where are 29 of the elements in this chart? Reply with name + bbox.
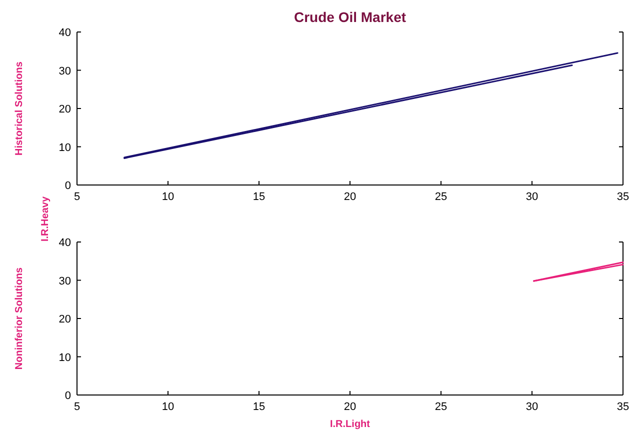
y-tick-label: 30: [58, 275, 71, 288]
x-tick-label: 25: [434, 401, 448, 413]
y-tick-label: 40: [58, 237, 71, 249]
x-tick-label: 25: [434, 191, 448, 203]
x-tick-label: 15: [252, 191, 266, 203]
y-tick-label: 20: [58, 314, 71, 326]
x-tick-label: 5: [74, 191, 80, 203]
y-tick-label: 0: [64, 180, 71, 192]
x-tick-label: 5: [74, 401, 80, 413]
x-tick-label: 20: [344, 401, 356, 413]
x-tick-label: 35: [616, 191, 630, 203]
text: I.R.Heavy: [40, 196, 51, 242]
x-tick-label: 15: [252, 401, 266, 413]
x-tick-label: 35: [616, 401, 630, 413]
y-axis-title: Noninferior Solutions: [14, 266, 25, 370]
y-tick-label: 40: [58, 27, 71, 39]
y-tick-label: 20: [58, 104, 71, 116]
y-tick-label: 10: [58, 352, 71, 364]
y-tick-label: 10: [58, 142, 71, 154]
x-tick-label: 10: [162, 401, 174, 413]
x-tick-label: 30: [526, 401, 538, 413]
chart-title: Crude Oil Market: [294, 9, 406, 25]
x-axis-title: I.R.Light: [330, 419, 371, 430]
x-tick-label: 20: [344, 191, 356, 203]
x-tick-label: 10: [162, 191, 174, 203]
y-tick-label: 0: [64, 390, 71, 402]
y-tick-label: 30: [58, 65, 71, 78]
x-tick-label: 30: [526, 191, 538, 203]
y-axis-title: Historical Solutions: [14, 61, 25, 156]
